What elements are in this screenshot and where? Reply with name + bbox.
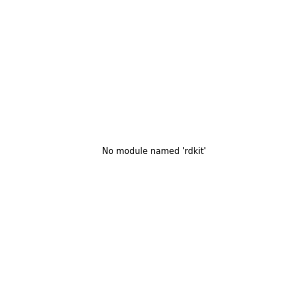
Text: No module named 'rdkit': No module named 'rdkit': [102, 147, 206, 156]
